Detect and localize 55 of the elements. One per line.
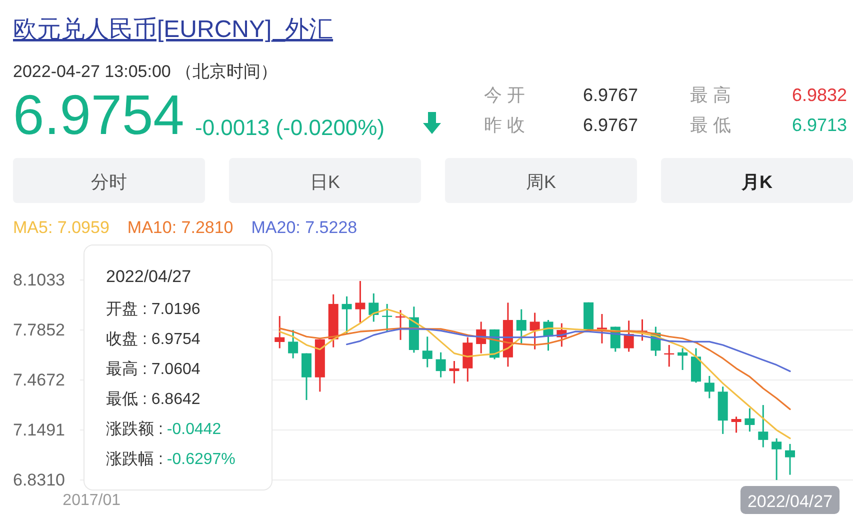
text: 最 低 — [690, 115, 732, 135]
text: 今 开 — [484, 85, 526, 105]
candlestick — [530, 312, 540, 350]
annotation: -0.6297% — [166, 451, 236, 468]
candlestick — [436, 352, 446, 378]
candlestick — [342, 296, 352, 335]
annotation: 最高 : 7.0604 — [106, 360, 200, 378]
text: 日K — [310, 172, 340, 192]
candlestick — [449, 360, 460, 384]
text: 6.9767 — [583, 115, 638, 135]
annotation: 涨跌幅 : — [106, 450, 163, 468]
candlestick — [516, 308, 526, 344]
text: 6.9832 — [792, 85, 848, 105]
y-tick-label: 8.1033 — [13, 270, 65, 290]
text: 分时 — [91, 172, 127, 192]
text: 6.9754 — [13, 83, 184, 146]
candlestick — [772, 438, 782, 481]
text: 月K — [740, 172, 772, 192]
annotation: 涨跌额 : — [106, 420, 163, 438]
candlestick — [678, 348, 688, 371]
text: 昨 收 — [484, 115, 526, 135]
candlestick — [368, 292, 379, 322]
candlestick — [382, 303, 392, 332]
candlestick — [624, 320, 634, 352]
subtitle: 2022-04-27 13:05:00 （北京时间） — [13, 62, 278, 81]
y-tick-label: 7.7852 — [13, 320, 65, 340]
candlestick — [758, 404, 768, 448]
y-tick-label: 6.8310 — [13, 470, 65, 490]
candlestick — [274, 315, 285, 350]
candlestick — [596, 313, 607, 344]
annotation: 收盘 : 6.9754 — [106, 331, 200, 348]
candlestick — [704, 375, 714, 400]
text: MA10: 7.2810 — [127, 218, 234, 237]
annotation: 开盘 : 7.0196 — [106, 301, 200, 318]
title: 欧元兑人民币[EURCNY]_外汇 — [13, 16, 334, 43]
text: 6.9713 — [792, 115, 848, 135]
annotation: 最低 : 6.8642 — [106, 391, 200, 408]
y-tick-label: 7.1491 — [13, 420, 65, 440]
y-tick-label: 7.4672 — [13, 370, 65, 390]
annotation: -0.0442 — [166, 421, 222, 438]
text: 6.9767 — [583, 85, 638, 105]
text: 周K — [526, 172, 556, 192]
candlestick — [731, 416, 742, 434]
annotation: 2022/04/27 — [106, 267, 192, 286]
candlestick — [422, 336, 432, 368]
text: MA5: 7.0959 — [13, 218, 110, 237]
candlestick — [355, 280, 366, 324]
candlestick — [744, 408, 755, 432]
x-tick-label: 2017/01 — [62, 492, 121, 509]
text: -0.0013 (-0.0200%) — [195, 115, 385, 140]
text: 最 高 — [690, 85, 732, 105]
candlestick — [785, 443, 795, 476]
candlestick — [288, 329, 298, 360]
text: MA20: 7.5228 — [251, 218, 358, 237]
line-series — [278, 328, 791, 410]
